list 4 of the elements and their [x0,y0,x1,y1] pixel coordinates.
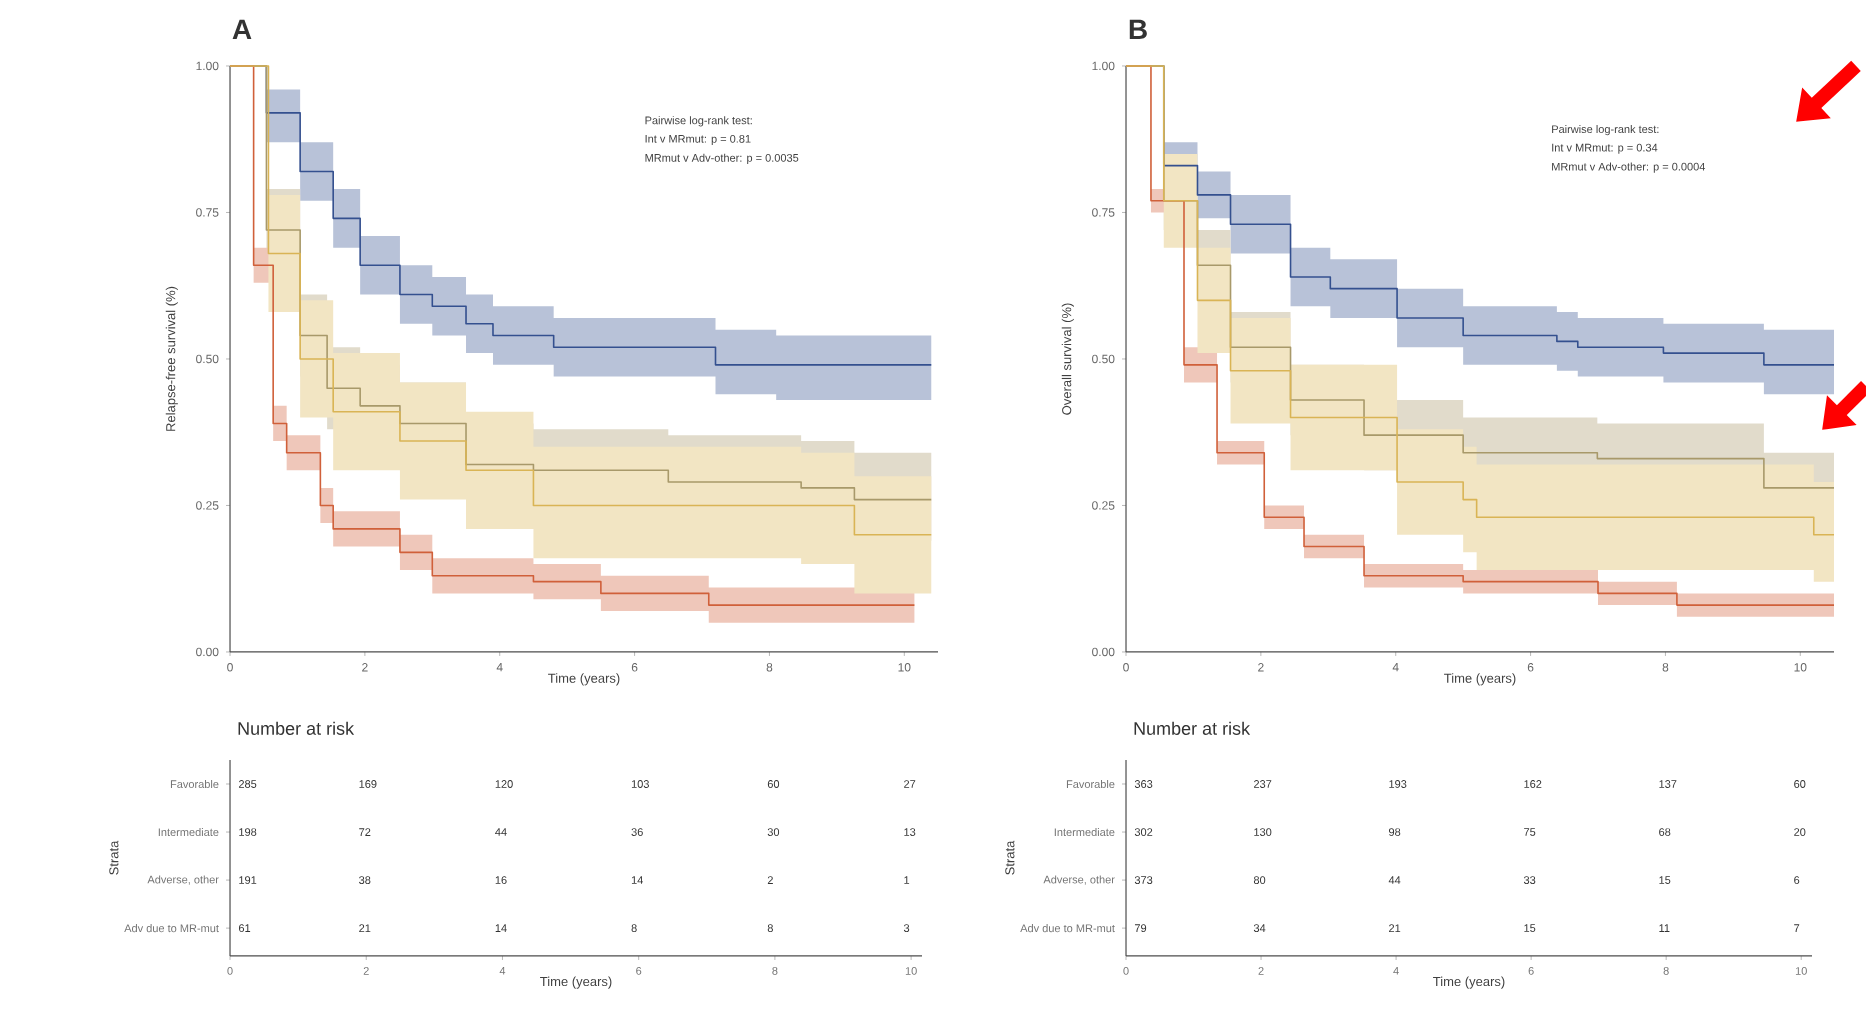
chart-title: Number at risk [238,721,355,735]
chart-title: Number at risk [1134,721,1251,735]
chart-title: B [1129,19,1147,39]
chart-title: A [232,19,252,39]
